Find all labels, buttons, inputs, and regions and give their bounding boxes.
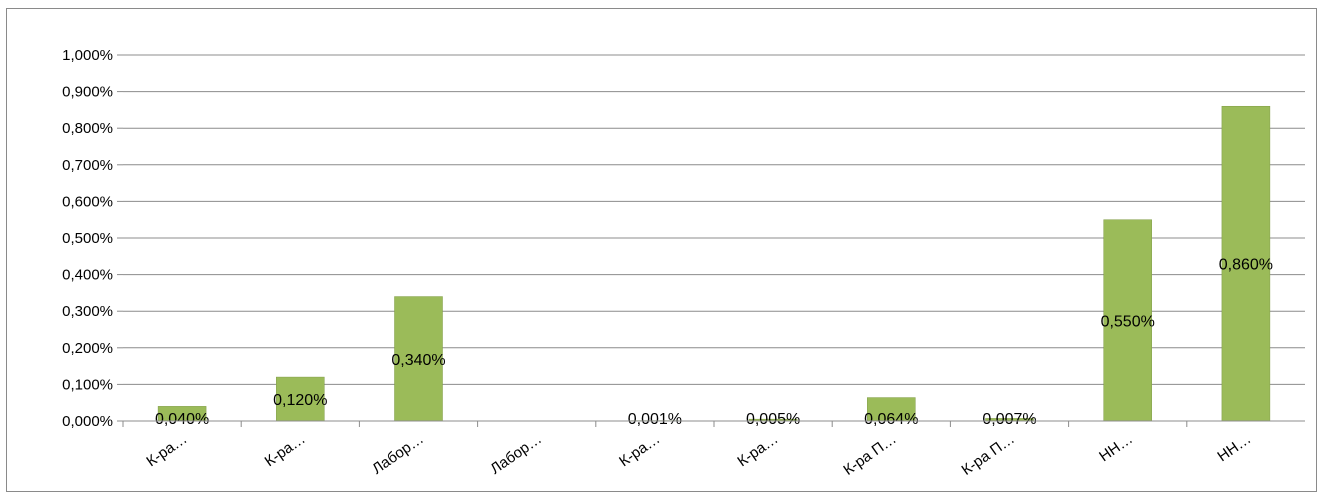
y-tick-label: 0,700% [62,157,113,174]
y-tick-label: 0,100% [62,376,113,393]
bar-chart: 0,000% 0,100% 0,200% 0,300% 0,400% 0,500% 0,60… [7,9,1318,493]
x-category-label: К-ра… [616,430,663,470]
chart-area: 0,000% 0,100% 0,200% 0,300% 0,400% 0,500% 0,60… [6,8,1317,492]
y-tick-label: 0,000% [62,413,113,430]
data-label: 0,860% [1219,257,1273,274]
x-category-label: НН… [1096,430,1136,465]
data-label: 0,340% [391,352,445,369]
data-label: 0,007% [982,411,1036,428]
x-category-label: Лабор… [487,430,545,477]
data-label: 0,550% [1101,313,1155,330]
x-category-label: К-ра… [262,430,309,470]
y-tick-label: 0,800% [62,120,113,137]
data-label: 0,120% [273,392,327,409]
y-tick-label: 0,500% [62,230,113,247]
y-tick-label: 0,400% [62,267,113,284]
y-tick-label: 1,000% [62,47,113,64]
data-label: 0,040% [155,411,209,428]
x-category-label: НН… [1214,430,1254,465]
x-category-label: Лабор… [369,430,427,477]
data-label: 0,005% [746,411,800,428]
data-label: 0,001% [628,411,682,428]
x-category-label: К-ра… [734,430,781,470]
y-tick-label: 0,900% [62,84,113,101]
y-tick-label: 0,600% [62,193,113,210]
x-category-label: К-ра… [143,430,190,470]
x-category-label: К-ра П… [840,430,899,479]
x-category-label: К-ра П… [959,430,1018,479]
y-tick-label: 0,200% [62,340,113,357]
y-axis-tick-labels: 0,000% 0,100% 0,200% 0,300% 0,400% 0,500% 0,60… [62,47,113,430]
x-axis-category-labels: К-ра… К-ра… Лабор… Лабор… К-ра… К-ра… К-ра П… К… [143,430,1254,479]
y-tick-label: 0,300% [62,303,113,320]
bars [158,106,1270,421]
data-label: 0,064% [864,411,918,428]
